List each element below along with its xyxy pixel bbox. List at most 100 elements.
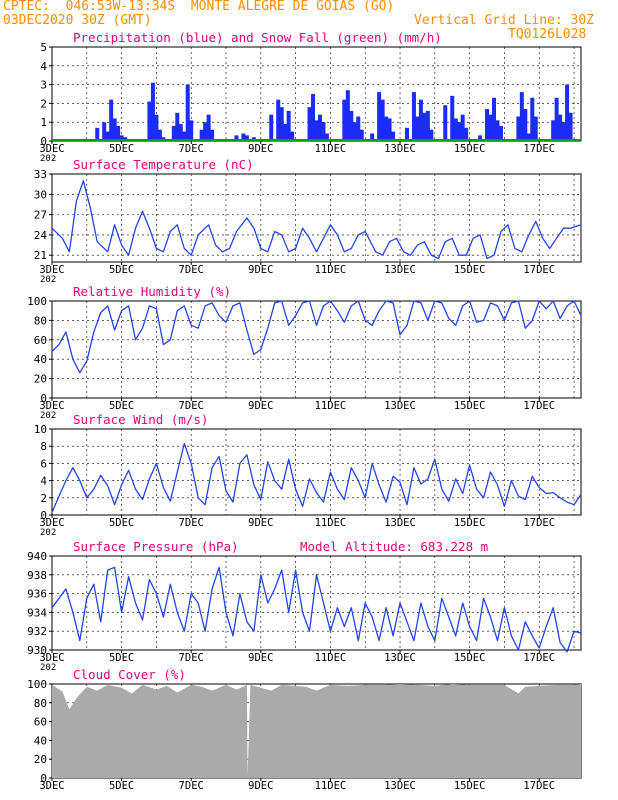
panel-2 xyxy=(49,173,582,265)
precip-bar xyxy=(345,90,350,141)
precip-bar xyxy=(384,116,389,141)
y-tick-label: 940 xyxy=(27,550,47,563)
x-tick-label: 11DEC xyxy=(315,143,347,155)
precip-bar xyxy=(105,131,110,141)
precip-bar xyxy=(460,114,465,141)
precip-bar xyxy=(109,99,114,141)
x-tick-label: 11DEC xyxy=(315,780,347,792)
precip-bar xyxy=(206,114,211,141)
panel-annotation: Model Altitude: 683.228 m xyxy=(300,539,488,554)
y-tick-label: 1 xyxy=(40,116,47,129)
x-tick-label: 17DEC xyxy=(523,400,555,412)
precip-bar xyxy=(554,97,559,141)
x-tick-label: 17DEC xyxy=(523,264,555,276)
cloud-area xyxy=(52,684,581,778)
precip-bar xyxy=(210,129,215,141)
precip-bar xyxy=(370,133,375,141)
x-tick-label: 9DEC xyxy=(248,517,273,529)
precip-bar xyxy=(415,116,420,141)
precip-bar xyxy=(116,125,121,141)
x-tick-label: 7DEC xyxy=(179,517,204,529)
y-tick-label: 0 xyxy=(40,392,47,405)
x-tick-label: 15DEC xyxy=(454,780,486,792)
precip-bar xyxy=(241,133,246,141)
y-tick-label: 0 xyxy=(40,509,47,522)
series-line xyxy=(51,180,582,260)
x-tick-label: 7DEC xyxy=(179,400,204,412)
x-tick-label: 17DEC xyxy=(523,780,555,792)
panel-title: Surface Temperature (nC) xyxy=(73,157,254,172)
y-tick-label: 40 xyxy=(34,734,47,747)
precip-bar xyxy=(565,84,570,141)
x-tick-label: 3DEC xyxy=(39,264,64,276)
series-line xyxy=(51,300,582,374)
x-tick-label: 11DEC xyxy=(315,400,347,412)
y-tick-label: 0 xyxy=(40,135,47,148)
x-tick-label: 3DEC xyxy=(39,143,64,155)
precip-bar xyxy=(324,133,329,141)
panel-title: Cloud Cover (%) xyxy=(73,667,186,682)
precip-bar xyxy=(491,97,496,141)
year-label-partial: 202 xyxy=(40,663,56,673)
precip-bar xyxy=(307,107,312,141)
x-tick-label: 7DEC xyxy=(179,143,204,155)
y-tick-label: 10 xyxy=(34,423,47,436)
precip-bar xyxy=(568,112,573,141)
precip-bar xyxy=(154,114,159,141)
x-tick-label: 7DEC xyxy=(179,780,204,792)
precip-bar xyxy=(286,110,291,141)
y-tick-label: 936 xyxy=(27,588,47,601)
x-tick-label: 9DEC xyxy=(248,652,273,664)
plot-frame xyxy=(51,300,582,399)
y-tick-label: 60 xyxy=(34,716,47,729)
y-tick-label: 60 xyxy=(34,334,47,347)
station-header: CPTEC: 046:53W-13:34S MONTE ALEGRE DE GO… xyxy=(3,0,395,14)
precip-bar xyxy=(495,120,500,141)
y-tick-label: 80 xyxy=(34,697,47,710)
x-tick-label: 5DEC xyxy=(109,264,134,276)
precip-bar xyxy=(112,118,117,141)
x-tick-label: 13DEC xyxy=(384,400,416,412)
precip-bar xyxy=(234,135,239,141)
precip-bar xyxy=(516,116,521,141)
precip-bar xyxy=(498,125,503,141)
y-tick-label: 24 xyxy=(34,229,48,242)
precip-bar xyxy=(279,107,284,141)
precip-bar xyxy=(283,124,288,141)
y-tick-label: 80 xyxy=(34,314,47,327)
x-tick-label: 11DEC xyxy=(315,652,347,664)
precip-bar xyxy=(377,92,382,141)
precip-bar xyxy=(450,95,455,141)
series-line xyxy=(51,566,582,653)
precip-bar xyxy=(150,82,155,141)
precip-bar xyxy=(485,109,490,141)
x-tick-label: 13DEC xyxy=(384,143,416,155)
precip-bar xyxy=(119,135,124,141)
precip-bar xyxy=(244,135,249,141)
precip-bar xyxy=(276,99,281,141)
panel-title: Precipitation (blue) and Snow Fall (gree… xyxy=(73,30,442,45)
panel-3 xyxy=(49,300,582,401)
panel-title: Surface Pressure (hPa) xyxy=(73,539,239,554)
y-tick-label: 0 xyxy=(40,772,47,785)
x-tick-label: 15DEC xyxy=(454,400,486,412)
precip-bar xyxy=(453,118,458,141)
y-tick-label: 100 xyxy=(27,295,47,308)
y-tick-label: 8 xyxy=(40,440,47,453)
plot-frame xyxy=(51,555,582,651)
y-tick-label: 932 xyxy=(27,625,47,638)
model-code: TQ0126L028 xyxy=(508,27,587,42)
year-label-partial: 202 xyxy=(40,154,56,164)
precip-bar xyxy=(380,99,385,141)
precip-bar xyxy=(533,116,538,141)
y-tick-label: 5 xyxy=(40,41,47,54)
x-tick-label: 3DEC xyxy=(39,652,64,664)
y-tick-label: 27 xyxy=(34,209,47,222)
y-tick-label: 2 xyxy=(40,492,47,505)
plot-frame xyxy=(51,173,582,263)
y-tick-label: 3 xyxy=(40,79,47,92)
precip-bar xyxy=(478,135,483,141)
x-tick-label: 5DEC xyxy=(109,517,134,529)
x-tick-label: 7DEC xyxy=(179,652,204,664)
